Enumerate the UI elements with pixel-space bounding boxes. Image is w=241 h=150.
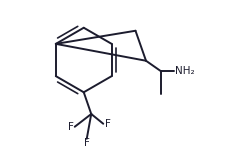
Text: F: F xyxy=(84,138,90,147)
Text: F: F xyxy=(68,122,74,132)
Text: NH₂: NH₂ xyxy=(174,66,194,76)
Text: F: F xyxy=(105,119,110,129)
